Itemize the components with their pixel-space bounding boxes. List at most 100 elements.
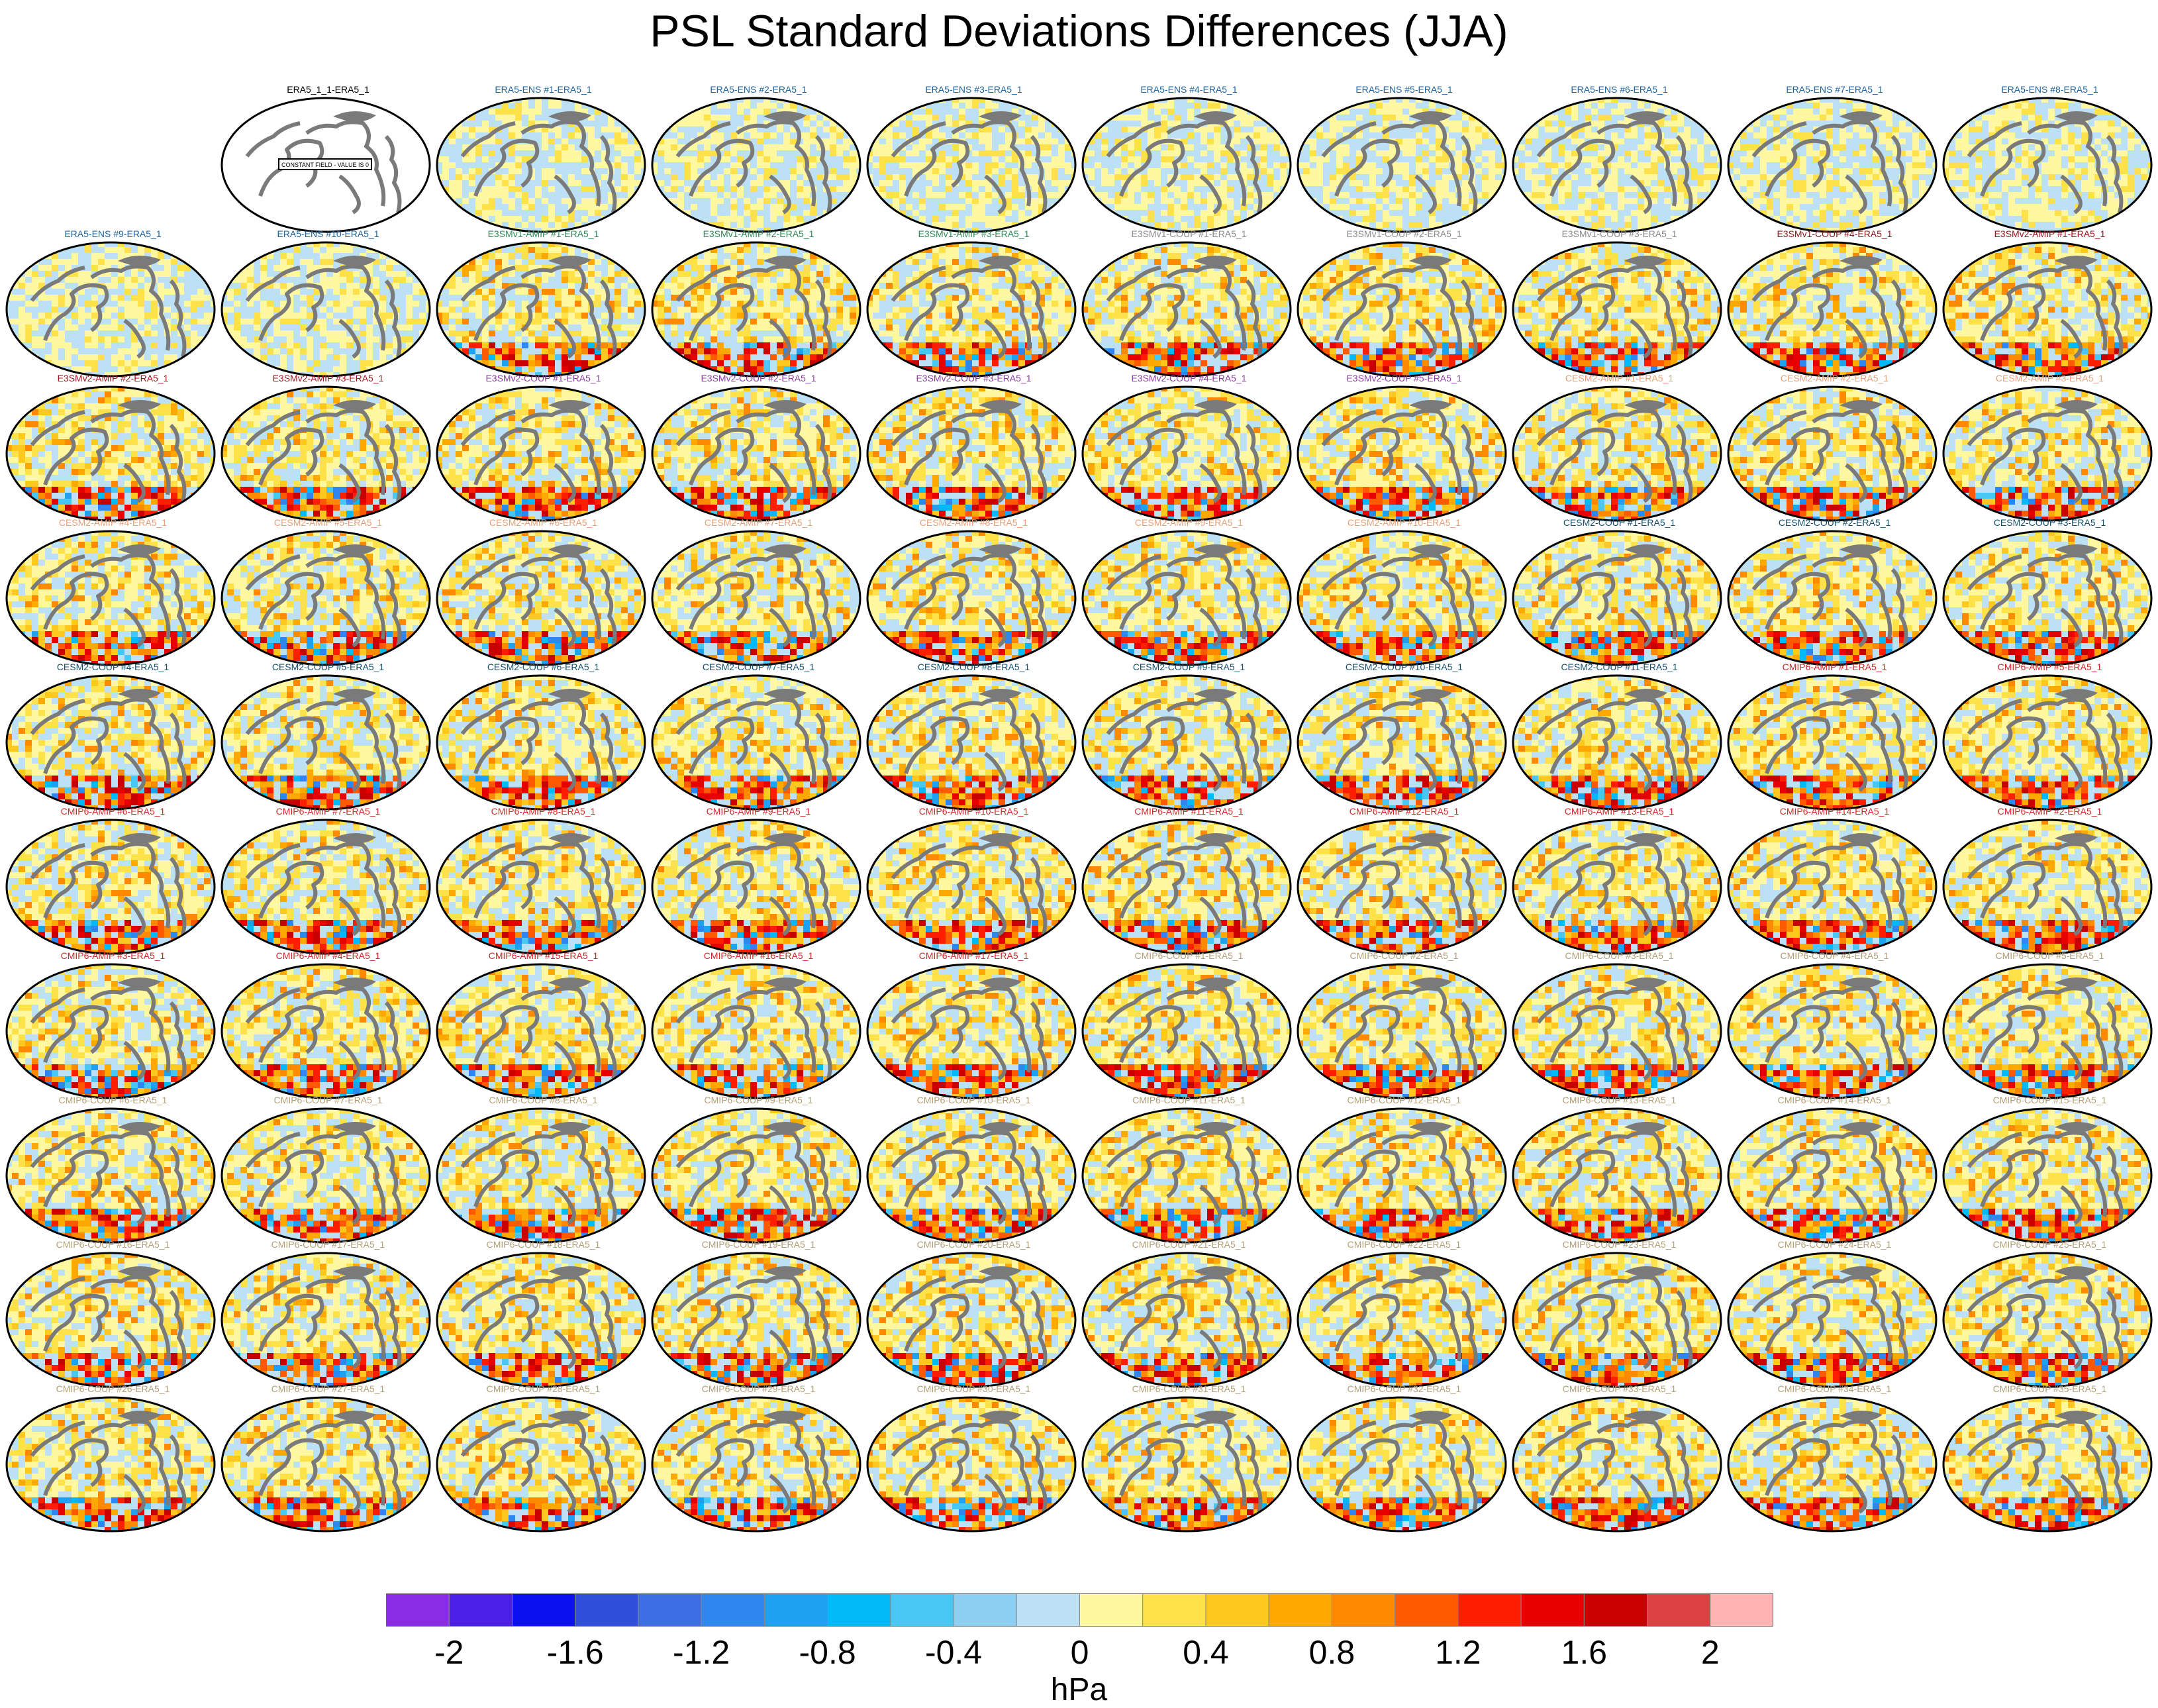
colorbar-swatch xyxy=(575,1593,638,1627)
panel-label: CESM2-AMIP #9-ERA5_1 xyxy=(1081,517,1297,528)
map-panel: ERA5-ENS #4-ERA5_1 xyxy=(1081,84,1297,243)
world-map xyxy=(436,1107,646,1244)
world-map xyxy=(866,819,1077,955)
world-map xyxy=(1727,530,1937,666)
colorbar xyxy=(386,1593,1773,1627)
panel-label: ERA5-ENS #4-ERA5_1 xyxy=(1081,84,1297,95)
map-panel: CMIP6-AMIP #12-ERA5_1 xyxy=(1297,806,1512,965)
panel-label: CMIP6-AMIP #16-ERA5_1 xyxy=(651,950,866,961)
world-map xyxy=(651,1107,861,1244)
map-panel: CESM2-COUP #1-ERA5_1 xyxy=(1512,517,1727,676)
world-map xyxy=(1512,97,1722,233)
world-map xyxy=(5,241,216,377)
world-map xyxy=(866,97,1077,233)
map-panel: ERA5-ENS #3-ERA5_1 xyxy=(866,84,1081,243)
colorbar-tick-label: -0.4 xyxy=(925,1633,982,1672)
world-map xyxy=(1942,97,2153,233)
map-panel: CMIP6-COUP #13-ERA5_1 xyxy=(1512,1095,1727,1254)
panel-label: ERA5-ENS #9-ERA5_1 xyxy=(5,228,221,239)
map-panel: CESM2-COUP #11-ERA5_1 xyxy=(1512,662,1727,821)
panel-label: CESM2-AMIP #1-ERA5_1 xyxy=(1512,373,1727,383)
world-map xyxy=(221,530,431,666)
panel-label: CMIP6-COUP #22-ERA5_1 xyxy=(1297,1239,1512,1250)
world-map xyxy=(436,385,646,522)
panel-label: CMIP6-AMIP #8-ERA5_1 xyxy=(436,806,651,817)
panel-label: E3SMv2-AMIP #2-ERA5_1 xyxy=(5,373,221,383)
map-panel: CMIP6-AMIP #11-ERA5_1 xyxy=(1081,806,1297,965)
world-map xyxy=(1727,1107,1937,1244)
panel-label: E3SMv1-COUP #3-ERA5_1 xyxy=(1512,228,1727,239)
map-panel: CMIP6-COUP #33-ERA5_1 xyxy=(1512,1383,1727,1542)
colorbar-swatch xyxy=(1016,1593,1079,1627)
colorbar-swatch xyxy=(1269,1593,1332,1627)
world-map xyxy=(1297,1107,1507,1244)
panel-label: CESM2-AMIP #5-ERA5_1 xyxy=(221,517,436,528)
world-map xyxy=(5,1107,216,1244)
map-panel: CMIP6-COUP #32-ERA5_1 xyxy=(1297,1383,1512,1542)
world-map xyxy=(1727,97,1937,233)
panel-label: E3SMv2-COUP #1-ERA5_1 xyxy=(436,373,651,383)
world-map xyxy=(1512,241,1722,377)
panel-label: ERA5-ENS #1-ERA5_1 xyxy=(436,84,651,95)
map-panel: CMIP6-COUP #10-ERA5_1 xyxy=(866,1095,1081,1254)
map-panel: CMIP6-COUP #8-ERA5_1 xyxy=(436,1095,651,1254)
world-map xyxy=(651,1396,861,1532)
map-panel: CESM2-AMIP #5-ERA5_1 xyxy=(221,517,436,676)
map-panel: CMIP6-COUP #35-ERA5_1 xyxy=(1942,1383,2157,1542)
world-map xyxy=(866,1107,1077,1244)
world-map xyxy=(1512,530,1722,666)
world-map xyxy=(1512,1107,1722,1244)
world-map xyxy=(1942,819,2153,955)
panel-label: E3SMv2-COUP #5-ERA5_1 xyxy=(1297,373,1512,383)
world-map xyxy=(1942,674,2153,811)
world-map xyxy=(1081,241,1292,377)
panel-label: CMIP6-COUP #21-ERA5_1 xyxy=(1081,1239,1297,1250)
world-map xyxy=(1297,819,1507,955)
world-map xyxy=(436,1396,646,1532)
panel-label: CESM2-COUP #5-ERA5_1 xyxy=(221,662,436,672)
colorbar-unit-label: hPa xyxy=(0,1672,2158,1708)
panel-label: CMIP6-COUP #8-ERA5_1 xyxy=(436,1095,651,1105)
panel-label: CMIP6-COUP #4-ERA5_1 xyxy=(1727,950,1942,961)
map-panel: CMIP6-AMIP #2-ERA5_1 xyxy=(1942,806,2157,965)
map-panel: CMIP6-AMIP #17-ERA5_1 xyxy=(866,950,1081,1109)
panel-label: CMIP6-AMIP #14-ERA5_1 xyxy=(1727,806,1942,817)
map-panel: CMIP6-COUP #12-ERA5_1 xyxy=(1297,1095,1512,1254)
panel-label: CMIP6-COUP #24-ERA5_1 xyxy=(1727,1239,1942,1250)
colorbar-tick-label: 0 xyxy=(1071,1633,1089,1672)
world-map xyxy=(1081,530,1292,666)
world-map: CONSTANT FIELD - VALUE IS 0 xyxy=(221,97,431,233)
colorbar-swatch xyxy=(1206,1593,1269,1627)
map-panel: CMIP6-COUP #34-ERA5_1 xyxy=(1727,1383,1942,1542)
world-map xyxy=(436,674,646,811)
map-panel: E3SMv2-AMIP #1-ERA5_1 xyxy=(1942,228,2157,387)
world-map xyxy=(5,674,216,811)
world-map xyxy=(436,97,646,233)
colorbar-tick-label: -1.2 xyxy=(673,1633,730,1672)
panel-label: CESM2-COUP #4-ERA5_1 xyxy=(5,662,221,672)
world-map xyxy=(1727,385,1937,522)
colorbar-tick-label: -0.8 xyxy=(799,1633,856,1672)
panel-label: E3SMv1-AMIP #2-ERA5_1 xyxy=(651,228,866,239)
world-map xyxy=(221,819,431,955)
panel-label: CMIP6-COUP #9-ERA5_1 xyxy=(651,1095,866,1105)
map-panel: CMIP6-COUP #11-ERA5_1 xyxy=(1081,1095,1297,1254)
map-panel: E3SMv2-COUP #3-ERA5_1 xyxy=(866,373,1081,532)
map-panel: CMIP6-AMIP #15-ERA5_1 xyxy=(436,950,651,1109)
map-panel: CESM2-AMIP #9-ERA5_1 xyxy=(1081,517,1297,676)
world-map xyxy=(866,241,1077,377)
panel-label: CMIP6-COUP #17-ERA5_1 xyxy=(221,1239,436,1250)
world-map xyxy=(436,963,646,1099)
colorbar-swatch xyxy=(1521,1593,1584,1627)
panel-label: ERA5_1_1-ERA5_1 xyxy=(221,84,436,95)
panel-label: ERA5-ENS #5-ERA5_1 xyxy=(1297,84,1512,95)
map-panel: CESM2-COUP #9-ERA5_1 xyxy=(1081,662,1297,821)
world-map xyxy=(1081,1107,1292,1244)
colorbar-tick-label: -1.6 xyxy=(547,1633,604,1672)
panel-label: CESM2-AMIP #3-ERA5_1 xyxy=(1942,373,2157,383)
panel-label: CMIP6-COUP #1-ERA5_1 xyxy=(1081,950,1297,961)
panel-label: CMIP6-COUP #30-ERA5_1 xyxy=(866,1383,1081,1394)
map-panel: CMIP6-AMIP #5-ERA5_1 xyxy=(1942,662,2157,821)
map-panel: CMIP6-AMIP #7-ERA5_1 xyxy=(221,806,436,965)
world-map xyxy=(1081,819,1292,955)
